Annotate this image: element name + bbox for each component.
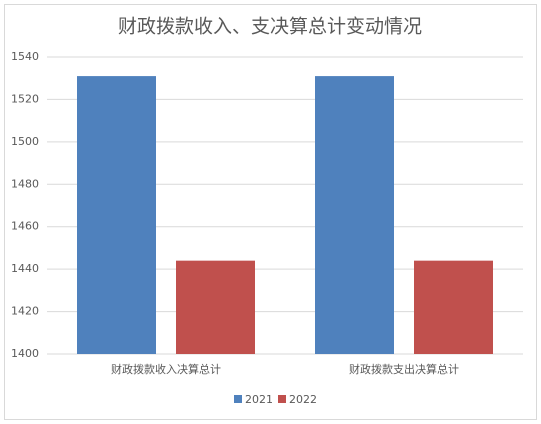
legend-swatch: [234, 395, 242, 403]
bar: [176, 260, 255, 354]
y-tick-label: 1440: [11, 262, 39, 275]
x-tick-label: 财政拨款支出决算总计: [349, 362, 459, 376]
bar: [414, 260, 493, 354]
bar: [315, 76, 394, 354]
y-tick-label: 1460: [11, 220, 39, 233]
y-tick-label: 1400: [11, 347, 39, 360]
x-tick-label: 财政拨款收入决算总计: [111, 362, 221, 376]
y-tick-label: 1520: [11, 92, 39, 105]
y-tick-label: 1500: [11, 135, 39, 148]
bar: [77, 76, 156, 354]
y-tick-label: 1540: [11, 50, 39, 63]
y-tick-label: 1480: [11, 177, 39, 190]
y-tick-label: 1420: [11, 305, 39, 318]
legend-label: 2022: [289, 393, 317, 406]
legend-swatch: [278, 395, 286, 403]
legend-label: 2021: [245, 393, 273, 406]
chart-title: 财政拨款收入、支决算总计变动情况: [118, 16, 422, 38]
